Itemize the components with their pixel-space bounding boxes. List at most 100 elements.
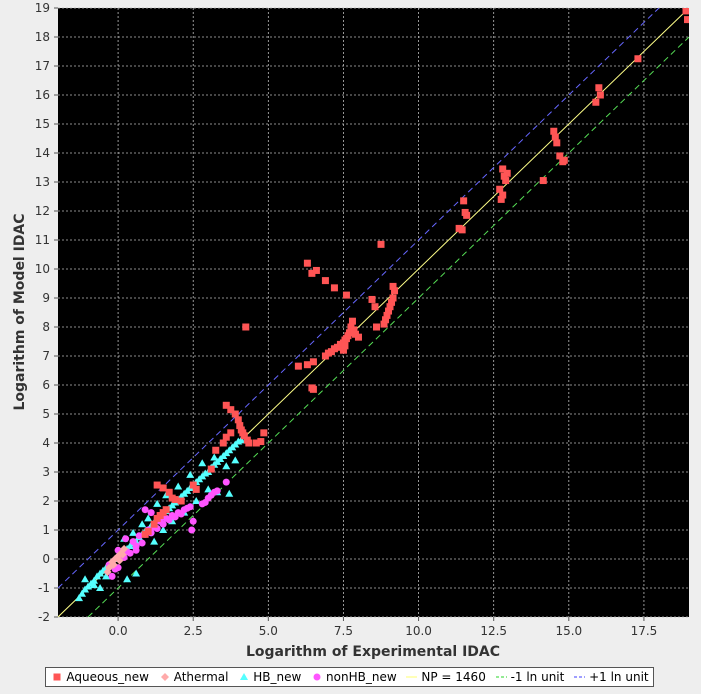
- point-nonhb-new: [186, 503, 194, 511]
- point-hb-new: [129, 528, 138, 536]
- y-tick-label: -1: [38, 581, 50, 595]
- point-aqueous-new: [219, 439, 227, 447]
- point-athermal: [118, 550, 127, 559]
- x-tick-label: 15.0: [555, 624, 582, 638]
- point-nonhb-new: [159, 520, 167, 528]
- x-tick-label: 5.0: [259, 624, 278, 638]
- point-aqueous-new: [368, 295, 376, 303]
- point-hb-new: [210, 453, 219, 461]
- chart-legend: Aqueous_new Athermal HB_new nonHB_new NP = 1…: [45, 667, 654, 687]
- legend-item: Athermal: [158, 670, 229, 684]
- point-aqueous-new: [303, 259, 311, 267]
- point-hb-new: [150, 537, 159, 545]
- point-nonhb-new: [138, 539, 146, 547]
- y-tick-label: 17: [35, 59, 50, 73]
- point-hb-new: [75, 594, 84, 602]
- point-aqueous-new: [350, 326, 358, 334]
- point-aqueous-new: [339, 346, 347, 354]
- point-hb-new: [174, 482, 183, 490]
- point-aqueous-new: [171, 496, 179, 504]
- point-hb-new: [186, 470, 195, 478]
- y-tick-label: 1: [42, 523, 50, 537]
- y-tick-label: 13: [35, 175, 50, 189]
- legend-item: +1 ln unit: [573, 670, 649, 684]
- point-nonhb-new: [222, 478, 230, 486]
- point-aqueous-new: [177, 497, 185, 505]
- point-aqueous-new: [330, 284, 338, 292]
- point-aqueous-new: [499, 165, 507, 173]
- y-tick-label: 12: [35, 204, 50, 218]
- point-hb-new: [222, 462, 231, 470]
- legend-symbol: [53, 673, 61, 681]
- point-hb-new: [231, 456, 240, 464]
- point-aqueous-new: [257, 438, 265, 446]
- point-aqueous-new: [550, 127, 558, 135]
- point-hb-new: [144, 514, 153, 522]
- point-aqueous-new: [389, 294, 397, 302]
- point-aqueous-new: [682, 8, 689, 15]
- legend-item: NP = 1460: [405, 670, 486, 684]
- point-aqueous-new: [308, 269, 316, 277]
- legend-label: -1 ln unit: [510, 670, 565, 684]
- point-aqueous-new: [595, 84, 603, 92]
- legend-label: Aqueous_new: [66, 670, 149, 684]
- legend-symbol: [160, 673, 169, 681]
- point-nonhb-new: [213, 487, 221, 495]
- point-aqueous-new: [222, 433, 230, 441]
- point-hb-new: [102, 572, 111, 580]
- point-aqueous-new: [683, 16, 689, 24]
- point-nonhb-new: [122, 535, 130, 543]
- point-aqueous-new: [556, 152, 564, 160]
- legend-label: NP = 1460: [421, 670, 486, 684]
- point-athermal: [120, 544, 129, 553]
- point-aqueous-new: [236, 422, 244, 430]
- point-aqueous-new: [388, 298, 396, 306]
- point-hb-new: [198, 459, 207, 467]
- y-tick-label: 4: [42, 436, 50, 450]
- legend-item: nonHB_new: [310, 670, 397, 684]
- point-aqueous-new: [634, 55, 642, 63]
- point-aqueous-new: [371, 303, 379, 311]
- legend-marker: [313, 673, 321, 681]
- point-hb-new: [159, 526, 168, 533]
- legend-marker: [53, 673, 61, 681]
- y-tick-label: 18: [35, 30, 50, 44]
- point-aqueous-new: [227, 406, 235, 414]
- point-aqueous-new: [592, 98, 600, 106]
- y-tick-label: 14: [35, 146, 50, 160]
- legend-symbol: [240, 673, 249, 680]
- point-nonhb-new: [135, 532, 143, 540]
- point-hb-new: [132, 569, 141, 577]
- y-tick-label: 16: [35, 88, 50, 102]
- point-hb-new: [225, 489, 234, 497]
- point-aqueous-new: [162, 506, 170, 514]
- point-aqueous-new: [231, 410, 239, 418]
- point-aqueous-new: [192, 485, 200, 493]
- legend-marker: [160, 673, 169, 681]
- point-nonhb-new: [126, 549, 134, 557]
- point-aqueous-new: [312, 266, 320, 274]
- point-aqueous-new: [539, 177, 547, 185]
- point-aqueous-new: [303, 361, 311, 369]
- point-nonhb-new: [108, 572, 116, 580]
- point-aqueous-new: [389, 282, 397, 290]
- point-hb-new: [153, 499, 162, 507]
- point-aqueous-new: [377, 240, 385, 248]
- point-aqueous-new: [553, 139, 561, 147]
- point-hb-new: [204, 485, 213, 493]
- point-aqueous-new: [150, 520, 158, 528]
- point-aqueous-new: [207, 465, 215, 473]
- point-aqueous-new: [212, 446, 220, 454]
- legend-symbol: [574, 676, 586, 678]
- point-aqueous-new: [222, 401, 230, 409]
- y-tick-label: 8: [42, 320, 50, 334]
- y-tick-label: 10: [35, 262, 50, 276]
- y-tick-label: 9: [42, 291, 50, 305]
- point-aqueous-new: [383, 311, 391, 319]
- point-aqueous-new: [341, 342, 349, 350]
- point-hb-new: [90, 576, 99, 584]
- data-points: [75, 8, 689, 602]
- x-tick-label: 10.0: [405, 624, 432, 638]
- point-hb-new: [78, 589, 87, 597]
